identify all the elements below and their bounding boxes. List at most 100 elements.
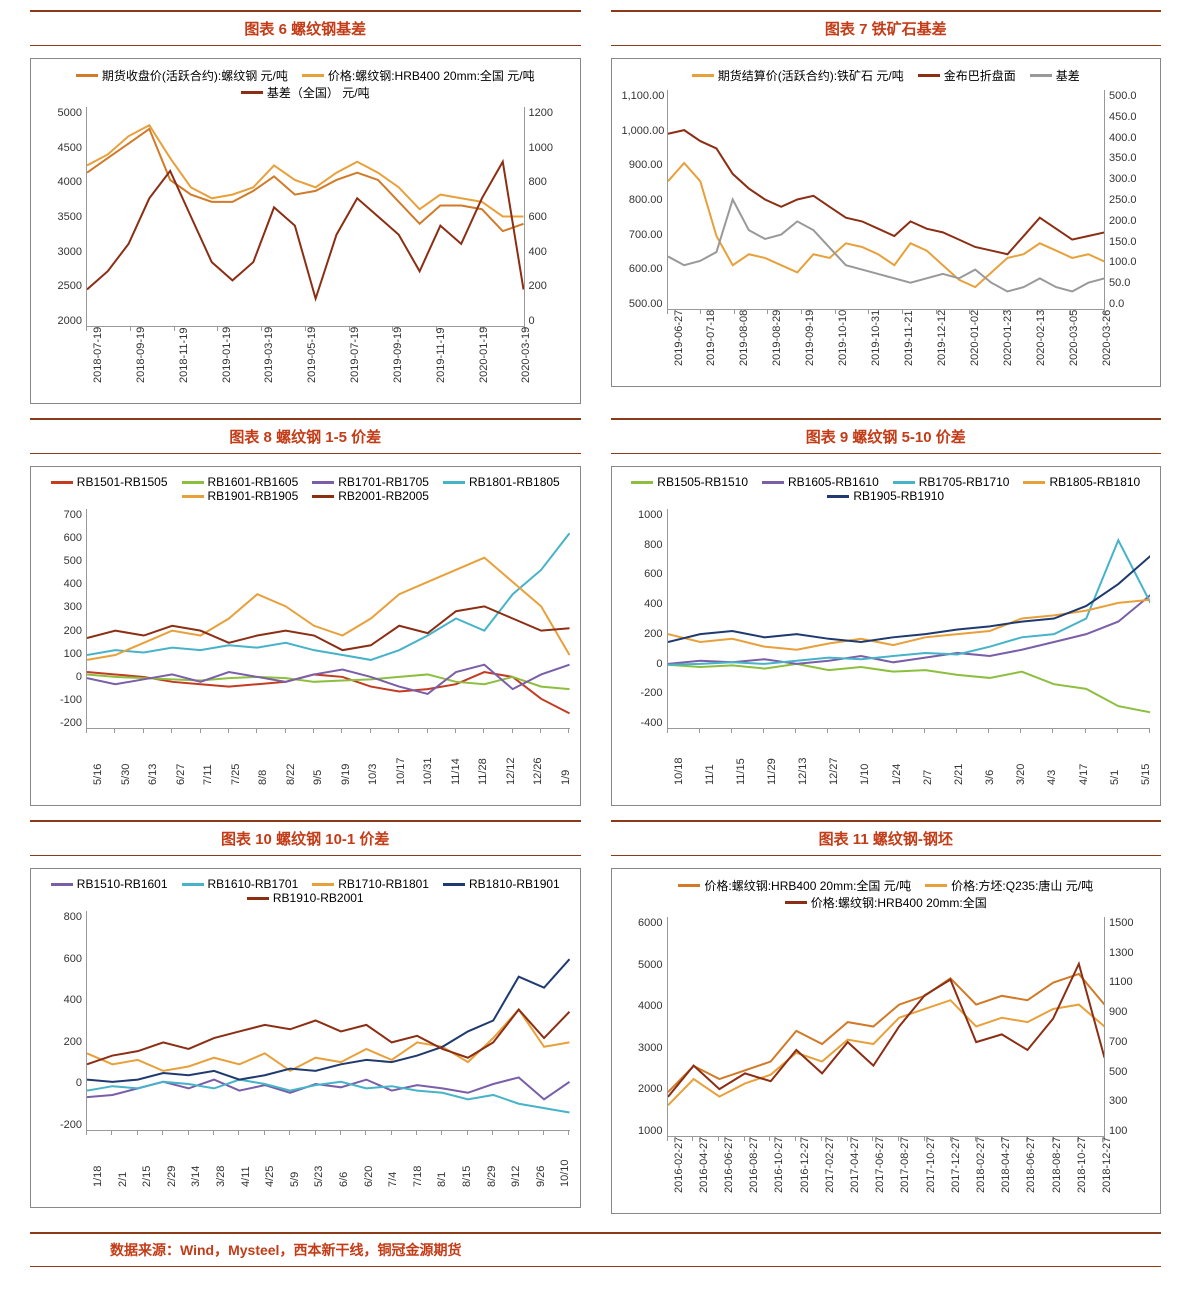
y-tick-label: 2000 — [622, 1083, 663, 1095]
y-axis-left: 1,100.001,000.00900.00800.00700.00600.00… — [622, 90, 667, 310]
y-tick-label: -200 — [622, 687, 663, 699]
legend-label: RB1610-RB1701 — [208, 877, 299, 891]
legend-item: RB1610-RB1701 — [182, 877, 299, 891]
series-line — [87, 1080, 570, 1113]
chart-grid: 图表 6 螺纹钢基差期货收盘价(活跃合约):螺纹钢 元/吨价格:螺纹钢:HRB4… — [30, 10, 1161, 1228]
chart-title: 图表 11 螺纹钢-钢坯 — [819, 831, 953, 848]
y-tick-label: 500 — [1109, 1066, 1150, 1078]
y-tick-label: 100 — [1109, 1125, 1150, 1137]
y-tick-label: 1,100.00 — [622, 90, 663, 102]
plot-wrapper: 10008006004002000-200-400 — [622, 509, 1151, 729]
y-tick-label: 50.0 — [1109, 277, 1150, 289]
y-tick-label: 0 — [622, 658, 663, 670]
x-tick-label: 2018-09-19 — [135, 373, 183, 383]
legend-label: RB1905-RB1910 — [853, 489, 944, 503]
series-line — [668, 600, 1151, 650]
y-tick-label: 0 — [41, 1077, 82, 1089]
series-line — [668, 540, 1151, 664]
x-tick-label: 2019-01-19 — [221, 373, 269, 383]
y-tick-label: 600 — [41, 953, 82, 965]
legend: RB1510-RB1601RB1610-RB1701RB1710-RB1801R… — [41, 877, 570, 905]
y-tick-label: 5000 — [41, 107, 82, 119]
y-tick-label: 3500 — [41, 211, 82, 223]
legend: 价格:螺纹钢:HRB400 20mm:全国 元/吨价格:方坯:Q235:唐山 元… — [622, 877, 1151, 911]
plot-area — [667, 509, 1151, 729]
chart-cell-c8: 图表 8 螺纹钢 1-5 价差RB1501-RB1505RB1601-RB160… — [30, 418, 581, 820]
y-tick-label: 1300 — [1109, 947, 1150, 959]
series-line — [668, 163, 1105, 287]
series-line — [668, 556, 1151, 642]
legend-label: 基差（全国） 元/吨 — [267, 84, 370, 101]
legend-label: 金布巴折盘面 — [944, 67, 1016, 84]
y-tick-label: 800.00 — [622, 194, 663, 206]
legend-label: 期货收盘价(活跃合约):螺纹钢 元/吨 — [102, 67, 288, 84]
legend-swatch — [247, 897, 269, 900]
legend-swatch — [893, 481, 915, 484]
chart-svg — [668, 509, 1151, 728]
chart-title: 图表 9 螺纹钢 5-10 价差 — [806, 429, 966, 446]
y-tick-label: 300 — [1109, 1095, 1150, 1107]
legend-swatch — [312, 883, 334, 886]
footer-bar: 数据来源：Wind，Mysteel，西本新干线，铜冠金源期货 — [30, 1232, 1161, 1267]
legend-swatch — [925, 884, 947, 887]
y-tick-label: 800 — [41, 911, 82, 923]
y-tick-label: 500.0 — [1109, 90, 1150, 102]
chart-box: 价格:螺纹钢:HRB400 20mm:全国 元/吨价格:方坯:Q235:唐山 元… — [611, 868, 1162, 1214]
y-tick-label: 450.0 — [1109, 111, 1150, 123]
y-tick-label: -400 — [622, 717, 663, 729]
chart-title: 图表 7 铁矿石基差 — [825, 21, 947, 38]
chart-cell-c9: 图表 9 螺纹钢 5-10 价差RB1505-RB1510RB1605-RB16… — [611, 418, 1162, 820]
y-tick-label: 0 — [529, 315, 570, 327]
chart-title: 图表 10 螺纹钢 10-1 价差 — [221, 831, 389, 848]
legend-label: RB1601-RB1605 — [208, 475, 299, 489]
x-tick-row — [667, 729, 1151, 733]
legend-swatch — [443, 481, 465, 484]
y-tick-label: 600 — [622, 568, 663, 580]
y-tick-label: 700 — [41, 509, 82, 521]
x-tick-label: 10/10 — [559, 1177, 607, 1187]
y-tick-label: 4000 — [622, 1000, 663, 1012]
legend-item: 基差 — [1030, 67, 1080, 84]
legend-label: RB1710-RB1801 — [338, 877, 429, 891]
series-line — [668, 974, 1105, 1092]
legend-swatch — [182, 883, 204, 886]
y-axis-right: 500.0450.0400.0350.0300.0250.0200.0150.0… — [1105, 90, 1150, 310]
y-tick-label: 600.00 — [622, 263, 663, 275]
y-tick-label: 350.0 — [1109, 152, 1150, 164]
y-tick-label: 6000 — [622, 917, 663, 929]
legend-swatch — [76, 74, 98, 77]
x-tick-label: 2018-11-19 — [178, 373, 226, 383]
x-axis: 10/1811/111/1511/2912/1312/271/101/242/7… — [622, 739, 1151, 797]
plot-wrapper: 1,100.001,000.00900.00800.00700.00600.00… — [622, 90, 1151, 310]
chart-box: RB1510-RB1601RB1610-RB1701RB1710-RB1801R… — [30, 868, 581, 1208]
legend: RB1501-RB1505RB1601-RB1605RB1701-RB1705R… — [41, 475, 570, 503]
y-tick-label: 1000 — [622, 1125, 663, 1137]
y-tick-label: 100 — [41, 648, 82, 660]
y-tick-label: 0 — [41, 671, 82, 683]
legend-swatch — [312, 495, 334, 498]
x-tick-label: 2018-07-19 — [92, 373, 140, 383]
legend-item: RB1901-RB1905 — [182, 489, 299, 503]
plot-area — [667, 917, 1106, 1137]
legend-swatch — [918, 74, 940, 77]
page-container: 图表 6 螺纹钢基差期货收盘价(活跃合约):螺纹钢 元/吨价格:螺纹钢:HRB4… — [0, 0, 1191, 1287]
plot-wrapper: 7006005004003002001000-100-200 — [41, 509, 570, 729]
legend-label: RB1510-RB1601 — [77, 877, 168, 891]
chart-box: 期货结算价(活跃合约):铁矿石 元/吨金布巴折盘面基差1,100.001,000… — [611, 58, 1162, 387]
chart-svg — [87, 107, 524, 326]
y-tick-label: 800 — [529, 176, 570, 188]
y-tick-label: 200 — [622, 628, 663, 640]
y-tick-label: 700 — [1109, 1036, 1150, 1048]
y-tick-label: 900.00 — [622, 159, 663, 171]
chart-title-bar: 图表 10 螺纹钢 10-1 价差 — [30, 820, 581, 856]
legend-item: RB1701-RB1705 — [312, 475, 429, 489]
legend-item: 期货结算价(活跃合约):铁矿石 元/吨 — [692, 67, 904, 84]
chart-svg — [87, 911, 570, 1130]
y-tick-label: -200 — [41, 717, 82, 729]
x-tick-label: 2018-12-27 — [1101, 1183, 1149, 1193]
chart-box: 期货收盘价(活跃合约):螺纹钢 元/吨价格:螺纹钢:HRB400 20mm:全国… — [30, 58, 581, 404]
series-line — [87, 558, 570, 660]
x-tick-label: 2019-07-19 — [349, 373, 397, 383]
y-tick-label: 150.0 — [1109, 236, 1150, 248]
chart-title: 图表 8 螺纹钢 1-5 价差 — [229, 429, 381, 446]
